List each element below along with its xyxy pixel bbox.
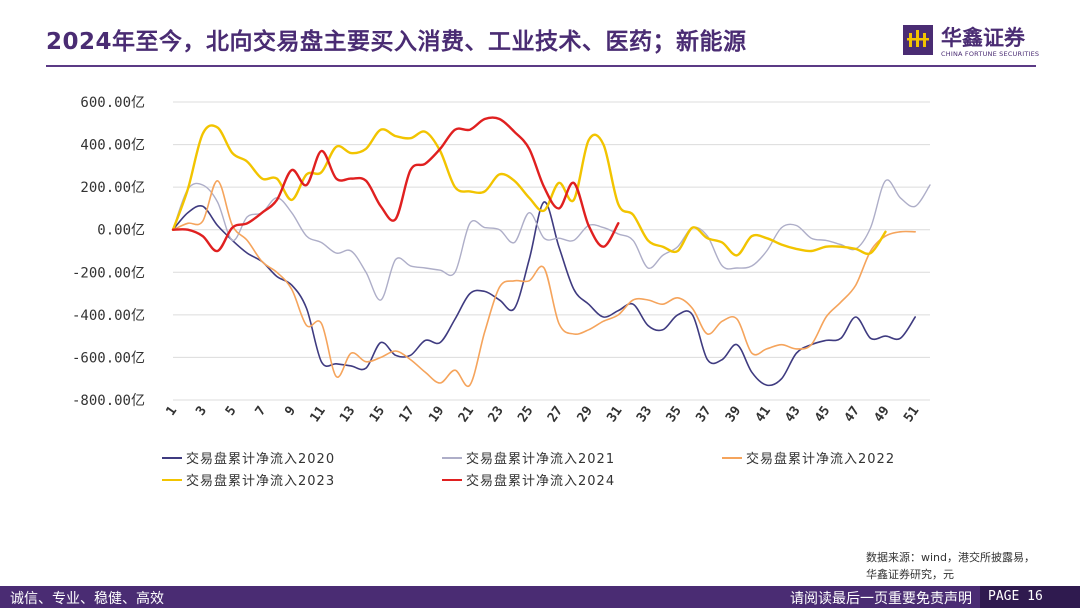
- series-line-1: [172, 201, 916, 387]
- brand-name-en: CHINA FORTUNE SECURITIES: [941, 50, 1040, 58]
- series-line-2: [172, 179, 931, 301]
- cumulative-net-inflow-chart: 600.00亿 400.00亿 200.00亿 0.00亿 -200.00亿 -400.0…: [72, 95, 931, 489]
- y-tick-label: -400.00亿: [72, 308, 145, 324]
- data-source-note: 数据来源：wind，港交所披露易， 华鑫证券研究，元: [866, 549, 1035, 583]
- x-tick-label: 35: [664, 404, 685, 425]
- page-title: 2024年至今，北向交易盘主要买入消费、工业技术、医药；新能源: [46, 29, 747, 55]
- y-tick-label: 400.00亿: [80, 138, 145, 154]
- legend-label: 交易盘累计净流入2023: [186, 473, 335, 489]
- y-tick-label: -800.00亿: [72, 393, 145, 409]
- x-tick-label: 27: [545, 404, 566, 425]
- brand-name-cn: 华鑫证券: [941, 26, 1025, 50]
- x-tick-label: 25: [515, 404, 536, 425]
- source-line-1: 数据来源：wind，港交所披露易，: [866, 551, 1036, 564]
- y-tick-label: -600.00亿: [72, 350, 145, 366]
- x-tick-label: 15: [367, 404, 388, 425]
- series-line-4: [171, 124, 887, 257]
- x-tick-label: 17: [396, 404, 417, 425]
- title-divider: [46, 65, 1036, 67]
- legend-label: 交易盘累计净流入2024: [466, 473, 615, 489]
- page-number: PAGE 16: [980, 586, 1080, 608]
- x-tick-label: 39: [723, 404, 744, 425]
- x-tick-label: 43: [782, 404, 803, 425]
- x-tick-label: 19: [426, 404, 447, 425]
- logo-mark-icon: [903, 25, 933, 55]
- x-tick-label: 49: [871, 404, 892, 425]
- footer-bar: 诚信、专业、稳健、高效 请阅读最后一页重要免责声明 PAGE 16: [0, 586, 1080, 608]
- x-tick-label: 45: [812, 404, 833, 425]
- x-tick-label: 5: [223, 404, 240, 419]
- x-tick-label: 13: [337, 404, 358, 425]
- y-tick-label: -200.00亿: [72, 265, 145, 281]
- legend-label: 交易盘累计净流入2022: [746, 451, 895, 467]
- y-tick-label: 600.00亿: [80, 95, 145, 111]
- footer-disclaimer: 请阅读最后一页重要免责声明: [790, 591, 972, 607]
- series-line-5: [171, 116, 620, 253]
- x-tick-label: 21: [456, 404, 477, 426]
- x-tick-label: 37: [693, 404, 714, 425]
- x-tick-label: 3: [193, 404, 210, 419]
- source-line-2: 华鑫证券研究，元: [866, 568, 954, 581]
- legend-label: 交易盘累计净流入2021: [466, 451, 615, 467]
- x-tick-label: 33: [634, 404, 655, 425]
- x-tick-label: 1: [163, 404, 180, 419]
- y-tick-label: 0.00亿: [97, 223, 145, 239]
- x-tick-label: 9: [282, 404, 299, 419]
- y-tick-label: 200.00亿: [80, 180, 145, 196]
- x-tick-label: 51: [901, 404, 922, 426]
- legend-label: 交易盘累计净流入2020: [186, 451, 335, 467]
- x-tick-label: 31: [604, 404, 625, 426]
- x-tick-label: 29: [575, 404, 596, 425]
- x-tick-label: 47: [842, 404, 863, 425]
- footer-slogan: 诚信、专业、稳健、高效: [10, 591, 164, 607]
- series-line-3: [172, 179, 916, 388]
- brand-logo: 华鑫证券 CHINA FORTUNE SECURITIES: [903, 22, 1043, 62]
- x-tick-label: 11: [307, 404, 328, 426]
- x-tick-label: 7: [253, 404, 270, 419]
- x-tick-label: 23: [486, 404, 507, 425]
- x-tick-label: 41: [753, 404, 774, 426]
